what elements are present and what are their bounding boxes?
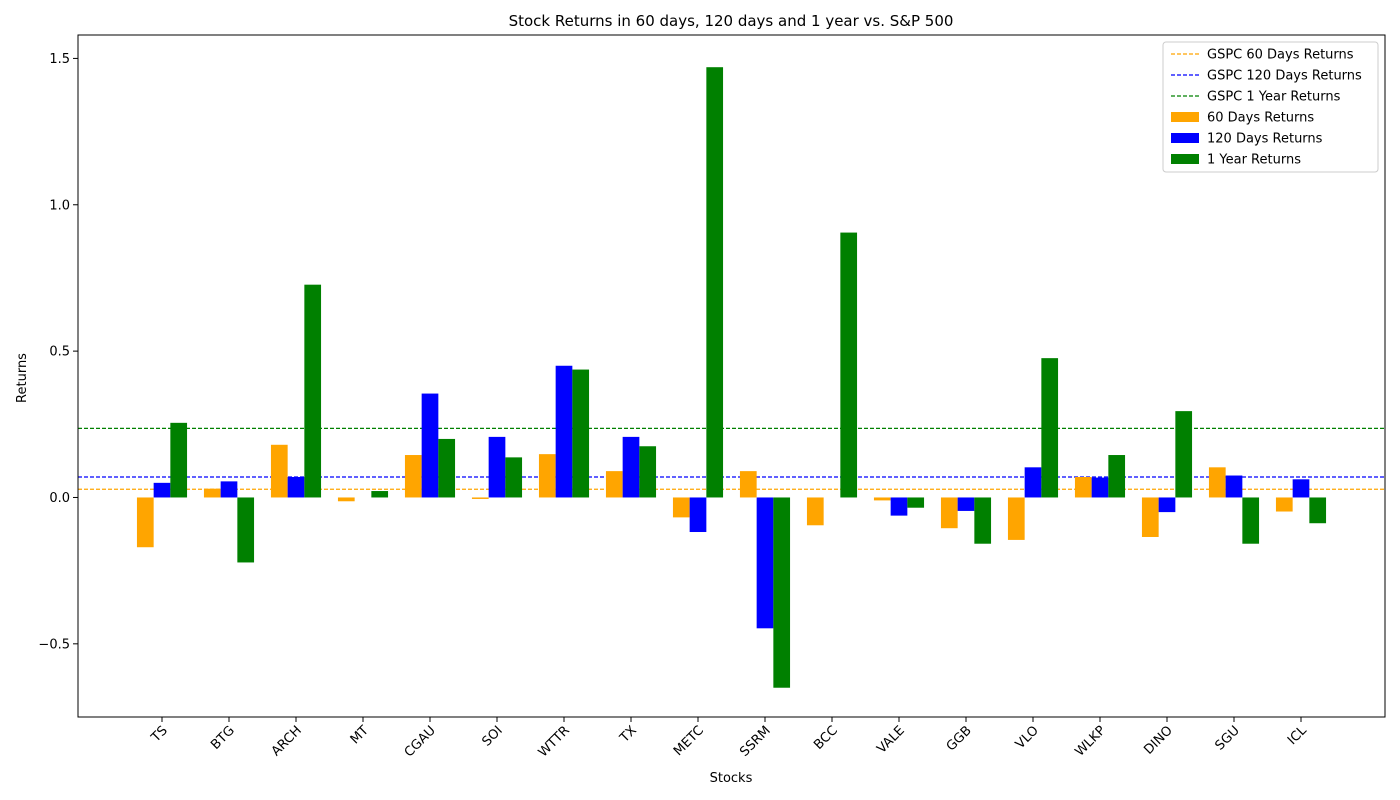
bar bbox=[840, 232, 858, 498]
bar bbox=[471, 497, 489, 499]
bar bbox=[806, 497, 824, 526]
legend: GSPC 60 Days Returns GSPC 120 Days Return… bbox=[1162, 41, 1379, 173]
bar bbox=[136, 497, 154, 548]
bar bbox=[622, 436, 640, 498]
y-tick-label: −0.5 bbox=[38, 637, 70, 652]
bar bbox=[572, 369, 590, 498]
bar bbox=[639, 446, 657, 498]
bar bbox=[404, 455, 422, 498]
bar bbox=[907, 497, 925, 508]
bar bbox=[170, 422, 188, 498]
bar bbox=[1208, 467, 1226, 498]
bar bbox=[371, 491, 389, 498]
y-tick-label: 1.0 bbox=[49, 198, 70, 213]
bar bbox=[1292, 479, 1310, 498]
bar bbox=[421, 393, 439, 498]
legend-label: 120 Days Returns bbox=[1207, 132, 1323, 147]
legend-label: GSPC 120 Days Returns bbox=[1207, 69, 1362, 84]
legend-label: 60 Days Returns bbox=[1207, 111, 1314, 126]
legend-color-swatch bbox=[1171, 133, 1199, 143]
legend-color-swatch bbox=[1171, 112, 1199, 122]
legend-color-swatch bbox=[1171, 154, 1199, 164]
x-tick-label: ICL bbox=[1285, 723, 1310, 748]
bar bbox=[438, 438, 456, 498]
legend-label: 1 Year Returns bbox=[1207, 153, 1301, 168]
chart-title: Stock Returns in 60 days, 120 days and 1… bbox=[509, 12, 954, 30]
bar bbox=[1309, 497, 1327, 524]
bar bbox=[756, 497, 774, 629]
bar bbox=[739, 471, 757, 498]
x-tick-label: CGAU bbox=[402, 723, 439, 760]
bar bbox=[1158, 497, 1176, 513]
bar bbox=[203, 488, 221, 498]
x-tick-label: SOI bbox=[479, 723, 505, 749]
x-tick-label: MT bbox=[348, 723, 372, 747]
bar bbox=[890, 497, 908, 516]
bar bbox=[287, 476, 305, 498]
bar bbox=[1041, 358, 1059, 498]
y-axis-label: Returns bbox=[15, 353, 30, 403]
bar bbox=[1242, 497, 1260, 544]
y-tick-label: 0.0 bbox=[49, 491, 70, 506]
x-tick-label: SSRM bbox=[737, 723, 774, 760]
bar bbox=[237, 497, 255, 563]
bar bbox=[773, 497, 791, 688]
bar bbox=[689, 497, 707, 533]
x-tick-label: TX bbox=[617, 723, 640, 746]
bar bbox=[1108, 455, 1126, 498]
x-tick-label: ARCH bbox=[269, 723, 305, 759]
bar bbox=[1091, 477, 1109, 498]
bar bbox=[957, 497, 975, 511]
x-tick-label: DINO bbox=[1141, 723, 1176, 758]
x-tick-label: METC bbox=[671, 723, 707, 759]
bar bbox=[605, 471, 623, 498]
x-tick-label: TS bbox=[148, 723, 171, 746]
x-tick-label: WLKP bbox=[1072, 723, 1109, 760]
legend-box bbox=[1162, 41, 1379, 173]
bar bbox=[270, 444, 288, 498]
bar bbox=[337, 497, 355, 502]
bar bbox=[1074, 476, 1092, 498]
bar bbox=[1175, 411, 1193, 498]
bar bbox=[1225, 475, 1243, 498]
x-tick-label: BTG bbox=[208, 723, 238, 753]
bar bbox=[1275, 497, 1293, 512]
legend-label: GSPC 60 Days Returns bbox=[1207, 48, 1354, 63]
bar bbox=[538, 454, 556, 498]
bar bbox=[672, 497, 690, 518]
bar bbox=[974, 497, 992, 544]
x-tick-label: GGB bbox=[944, 723, 975, 754]
bar bbox=[706, 67, 724, 498]
y-tick-label: 0.5 bbox=[49, 345, 70, 360]
bar bbox=[555, 365, 573, 498]
bar bbox=[505, 457, 523, 498]
x-tick-label: VALE bbox=[874, 723, 908, 757]
bar bbox=[1141, 497, 1159, 537]
x-tick-label: VLO bbox=[1013, 723, 1042, 752]
bar bbox=[1007, 497, 1025, 540]
bar bbox=[304, 284, 322, 498]
bar bbox=[488, 436, 506, 498]
legend-label: GSPC 1 Year Returns bbox=[1207, 90, 1341, 105]
x-tick-label: BCC bbox=[811, 723, 841, 753]
y-tick-label: 1.5 bbox=[49, 52, 70, 67]
bar bbox=[940, 497, 958, 529]
bar bbox=[873, 497, 891, 501]
plot-frame bbox=[77, 34, 1386, 718]
bar bbox=[1024, 467, 1042, 498]
x-tick-label: WTTR bbox=[536, 723, 573, 760]
bar bbox=[220, 481, 238, 498]
bar bbox=[153, 482, 171, 498]
x-tick-label: SGU bbox=[1213, 723, 1243, 753]
x-axis-label: Stocks bbox=[710, 771, 753, 786]
